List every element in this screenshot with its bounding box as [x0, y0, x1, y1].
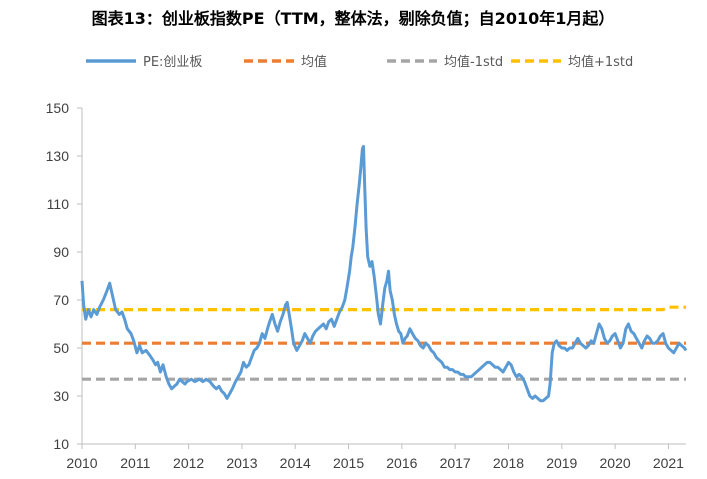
x-tick-label: 2019 — [546, 455, 577, 471]
x-tick-label: 2012 — [173, 455, 204, 471]
series-line-0 — [80, 144, 688, 403]
x-tick-label: 2011 — [120, 455, 150, 471]
y-tick-label: 50 — [53, 340, 69, 356]
legend-label-0: PE:创业板 — [143, 55, 202, 70]
series-line-3 — [82, 305, 686, 312]
legend-label-3: 均值+1std — [568, 54, 633, 70]
chart-title: 图表13：创业板指数PE（TTM，整体法，剔除负值；自2010年1月起） — [92, 9, 615, 28]
legend-label-1: 均值 — [301, 54, 327, 70]
legend: PE:创业板 均值 均值-1std 均值+1std — [86, 54, 633, 70]
x-tick-label: 2017 — [440, 455, 471, 471]
y-tick-label: 10 — [53, 436, 69, 452]
plot-area — [80, 144, 688, 403]
x-tick-label: 2015 — [333, 455, 364, 471]
y-tick-label: 90 — [53, 244, 69, 260]
x-tick-label: 2010 — [66, 455, 97, 471]
y-tick-label: 30 — [53, 388, 69, 404]
y-tick-label: 150 — [46, 100, 70, 116]
y-tick-label: 70 — [53, 292, 69, 308]
x-tick-label: 2016 — [386, 455, 417, 471]
x-tick-label: 2020 — [600, 455, 631, 471]
x-tick-label: 2014 — [280, 455, 311, 471]
y-tick-label: 130 — [46, 148, 70, 164]
x-tick-label: 2018 — [493, 455, 524, 471]
y-tick-label: 110 — [47, 196, 70, 212]
legend-label-2: 均值-1std — [444, 54, 503, 70]
x-tick-label: 2013 — [226, 455, 257, 471]
axes: 10 30 50 70 90 110 130 150 2010 2011 2012 2013 2014 2… — [46, 100, 686, 471]
x-tick-label: 2021 — [653, 455, 684, 471]
